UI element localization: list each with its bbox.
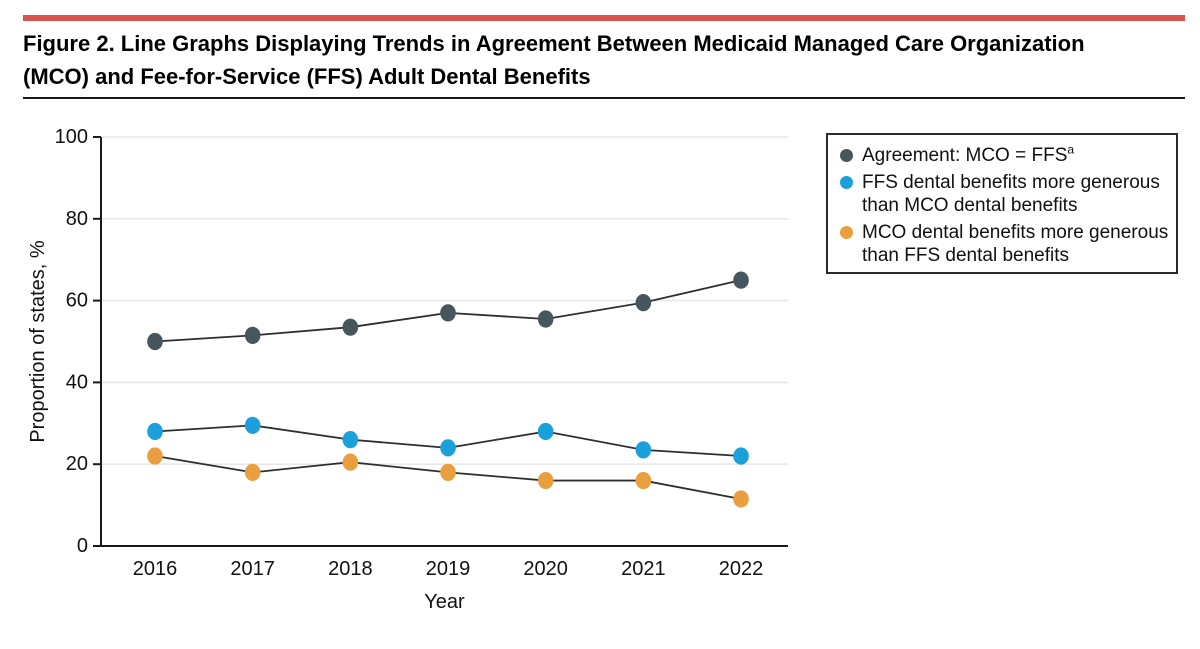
data-point: [537, 310, 554, 328]
svg-text:0: 0: [77, 535, 88, 557]
legend-label: FFS dental benefits more generous than MC…: [862, 172, 1160, 216]
data-point: [342, 318, 359, 336]
svg-text:60: 60: [66, 290, 88, 312]
series-0: [147, 271, 749, 351]
svg-text:2020: 2020: [523, 558, 568, 580]
y-axis: 0 20 40 60 80 100: [55, 126, 102, 557]
data-point: [635, 441, 652, 459]
svg-text:2016: 2016: [133, 558, 178, 580]
svg-text:2017: 2017: [230, 558, 275, 580]
data-point: [342, 453, 359, 471]
x-axis: 2016 2017 2018 2019 2020 2021 2022: [101, 545, 788, 580]
data-point: [635, 471, 652, 490]
chart-legend: Agreement: MCO = FFSa FFS dental benefits…: [826, 133, 1178, 274]
data-point: [440, 304, 456, 322]
data-point: [244, 416, 261, 434]
data-point: [440, 463, 456, 481]
data-point: [440, 439, 456, 457]
data-point: [147, 447, 163, 465]
accent-bar: [23, 15, 1185, 21]
legend-item: MCO dental benefits more generous than FF…: [840, 221, 1170, 267]
svg-text:2019: 2019: [426, 558, 471, 580]
series-1: [147, 416, 749, 465]
data-point: [537, 471, 554, 490]
svg-text:2018: 2018: [328, 558, 373, 580]
data-point: [342, 431, 359, 449]
data-point: [733, 447, 749, 465]
y-axis-title: Proportion of states, %: [27, 240, 49, 443]
legend-marker-icon: [840, 149, 853, 162]
title-divider: [23, 97, 1185, 99]
data-point: [733, 271, 749, 289]
svg-text:2021: 2021: [621, 558, 666, 580]
legend-item: FFS dental benefits more generous than MC…: [840, 171, 1170, 217]
figure-title: Figure 2. Line Graphs Displaying Trends …: [23, 31, 1085, 89]
svg-text:2022: 2022: [719, 558, 764, 580]
data-point: [537, 422, 554, 441]
legend-label: Agreement: MCO = FFSa: [862, 142, 1075, 166]
data-point: [147, 332, 163, 351]
data-point: [244, 326, 261, 344]
legend-marker-icon: [840, 226, 853, 239]
series-2: [147, 447, 749, 508]
svg-text:100: 100: [55, 126, 88, 148]
svg-text:20: 20: [66, 453, 88, 475]
data-point: [147, 422, 163, 441]
legend-item: Agreement: MCO = FFSa: [840, 144, 1170, 167]
data-point: [244, 463, 261, 481]
legend-label: MCO dental benefits more generous than FF…: [862, 222, 1169, 266]
svg-text:80: 80: [66, 208, 88, 230]
data-point: [635, 294, 652, 312]
x-axis-title: Year: [424, 591, 465, 613]
svg-text:40: 40: [66, 371, 88, 393]
legend-marker-icon: [840, 176, 853, 189]
gridlines: [101, 136, 788, 466]
data-point: [733, 490, 749, 508]
